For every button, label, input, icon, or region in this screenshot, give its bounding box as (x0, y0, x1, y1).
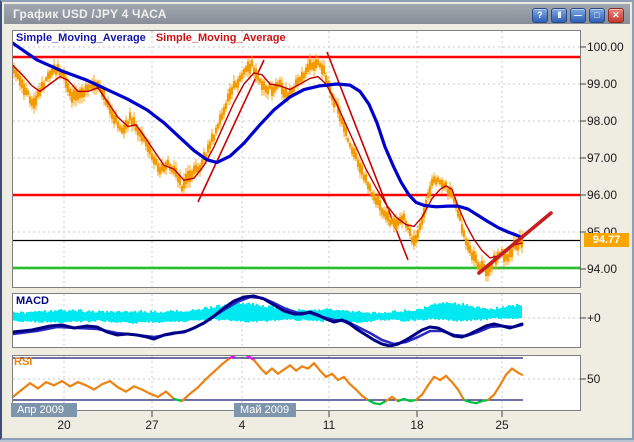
title-bar-buttons: ? II — □ ✕ (532, 8, 624, 23)
title-bar[interactable]: График USD /JPY 4 ЧАСА ? II — □ ✕ (4, 4, 630, 24)
legend-sma-fast: Simple_Moving_Average (155, 32, 286, 44)
price-axis-label: 100.00 (587, 40, 624, 54)
rsi-mid-label: 50 (587, 372, 601, 386)
close-button[interactable]: ✕ (608, 8, 624, 23)
maximize-button[interactable]: □ (589, 8, 605, 23)
price-axis-label: 99.00 (587, 77, 618, 91)
date-tick-label: 18 (410, 418, 424, 432)
date-tick-label: 25 (495, 418, 509, 432)
legend-sma-slow: Simple_Moving_Average (16, 32, 146, 44)
rsi-label: RSI (14, 356, 33, 368)
window-title: График USD /JPY 4 ЧАСА (13, 7, 167, 21)
price-axis-label: 96.00 (587, 188, 618, 202)
price-chart-panel[interactable] (12, 30, 581, 288)
month-badge-apr: Апр 2009 (11, 403, 77, 417)
macd-label: MACD (16, 295, 49, 307)
price-axis-label: 94.00 (587, 262, 618, 276)
pause-button[interactable]: II (551, 8, 567, 23)
price-axis-label: 97.00 (587, 151, 618, 165)
help-button[interactable]: ? (532, 8, 548, 23)
minimize-button[interactable]: — (570, 8, 586, 23)
month-badge-may: Май 2009 (234, 403, 296, 417)
current-price-tag: 94.77 (584, 233, 629, 247)
macd-panel[interactable] (12, 293, 581, 348)
date-tick-label: 20 (57, 418, 71, 432)
macd-zero-label: +0 (587, 311, 601, 325)
date-tick-label: 27 (145, 418, 159, 432)
date-tick-label: 11 (322, 418, 336, 432)
price-axis-label: 98.00 (587, 114, 618, 128)
indicator-legend: Simple_Moving_Average Simple_Moving_Avera… (16, 32, 286, 44)
rsi-panel[interactable] (12, 355, 581, 411)
date-tick-label: 4 (238, 418, 246, 432)
